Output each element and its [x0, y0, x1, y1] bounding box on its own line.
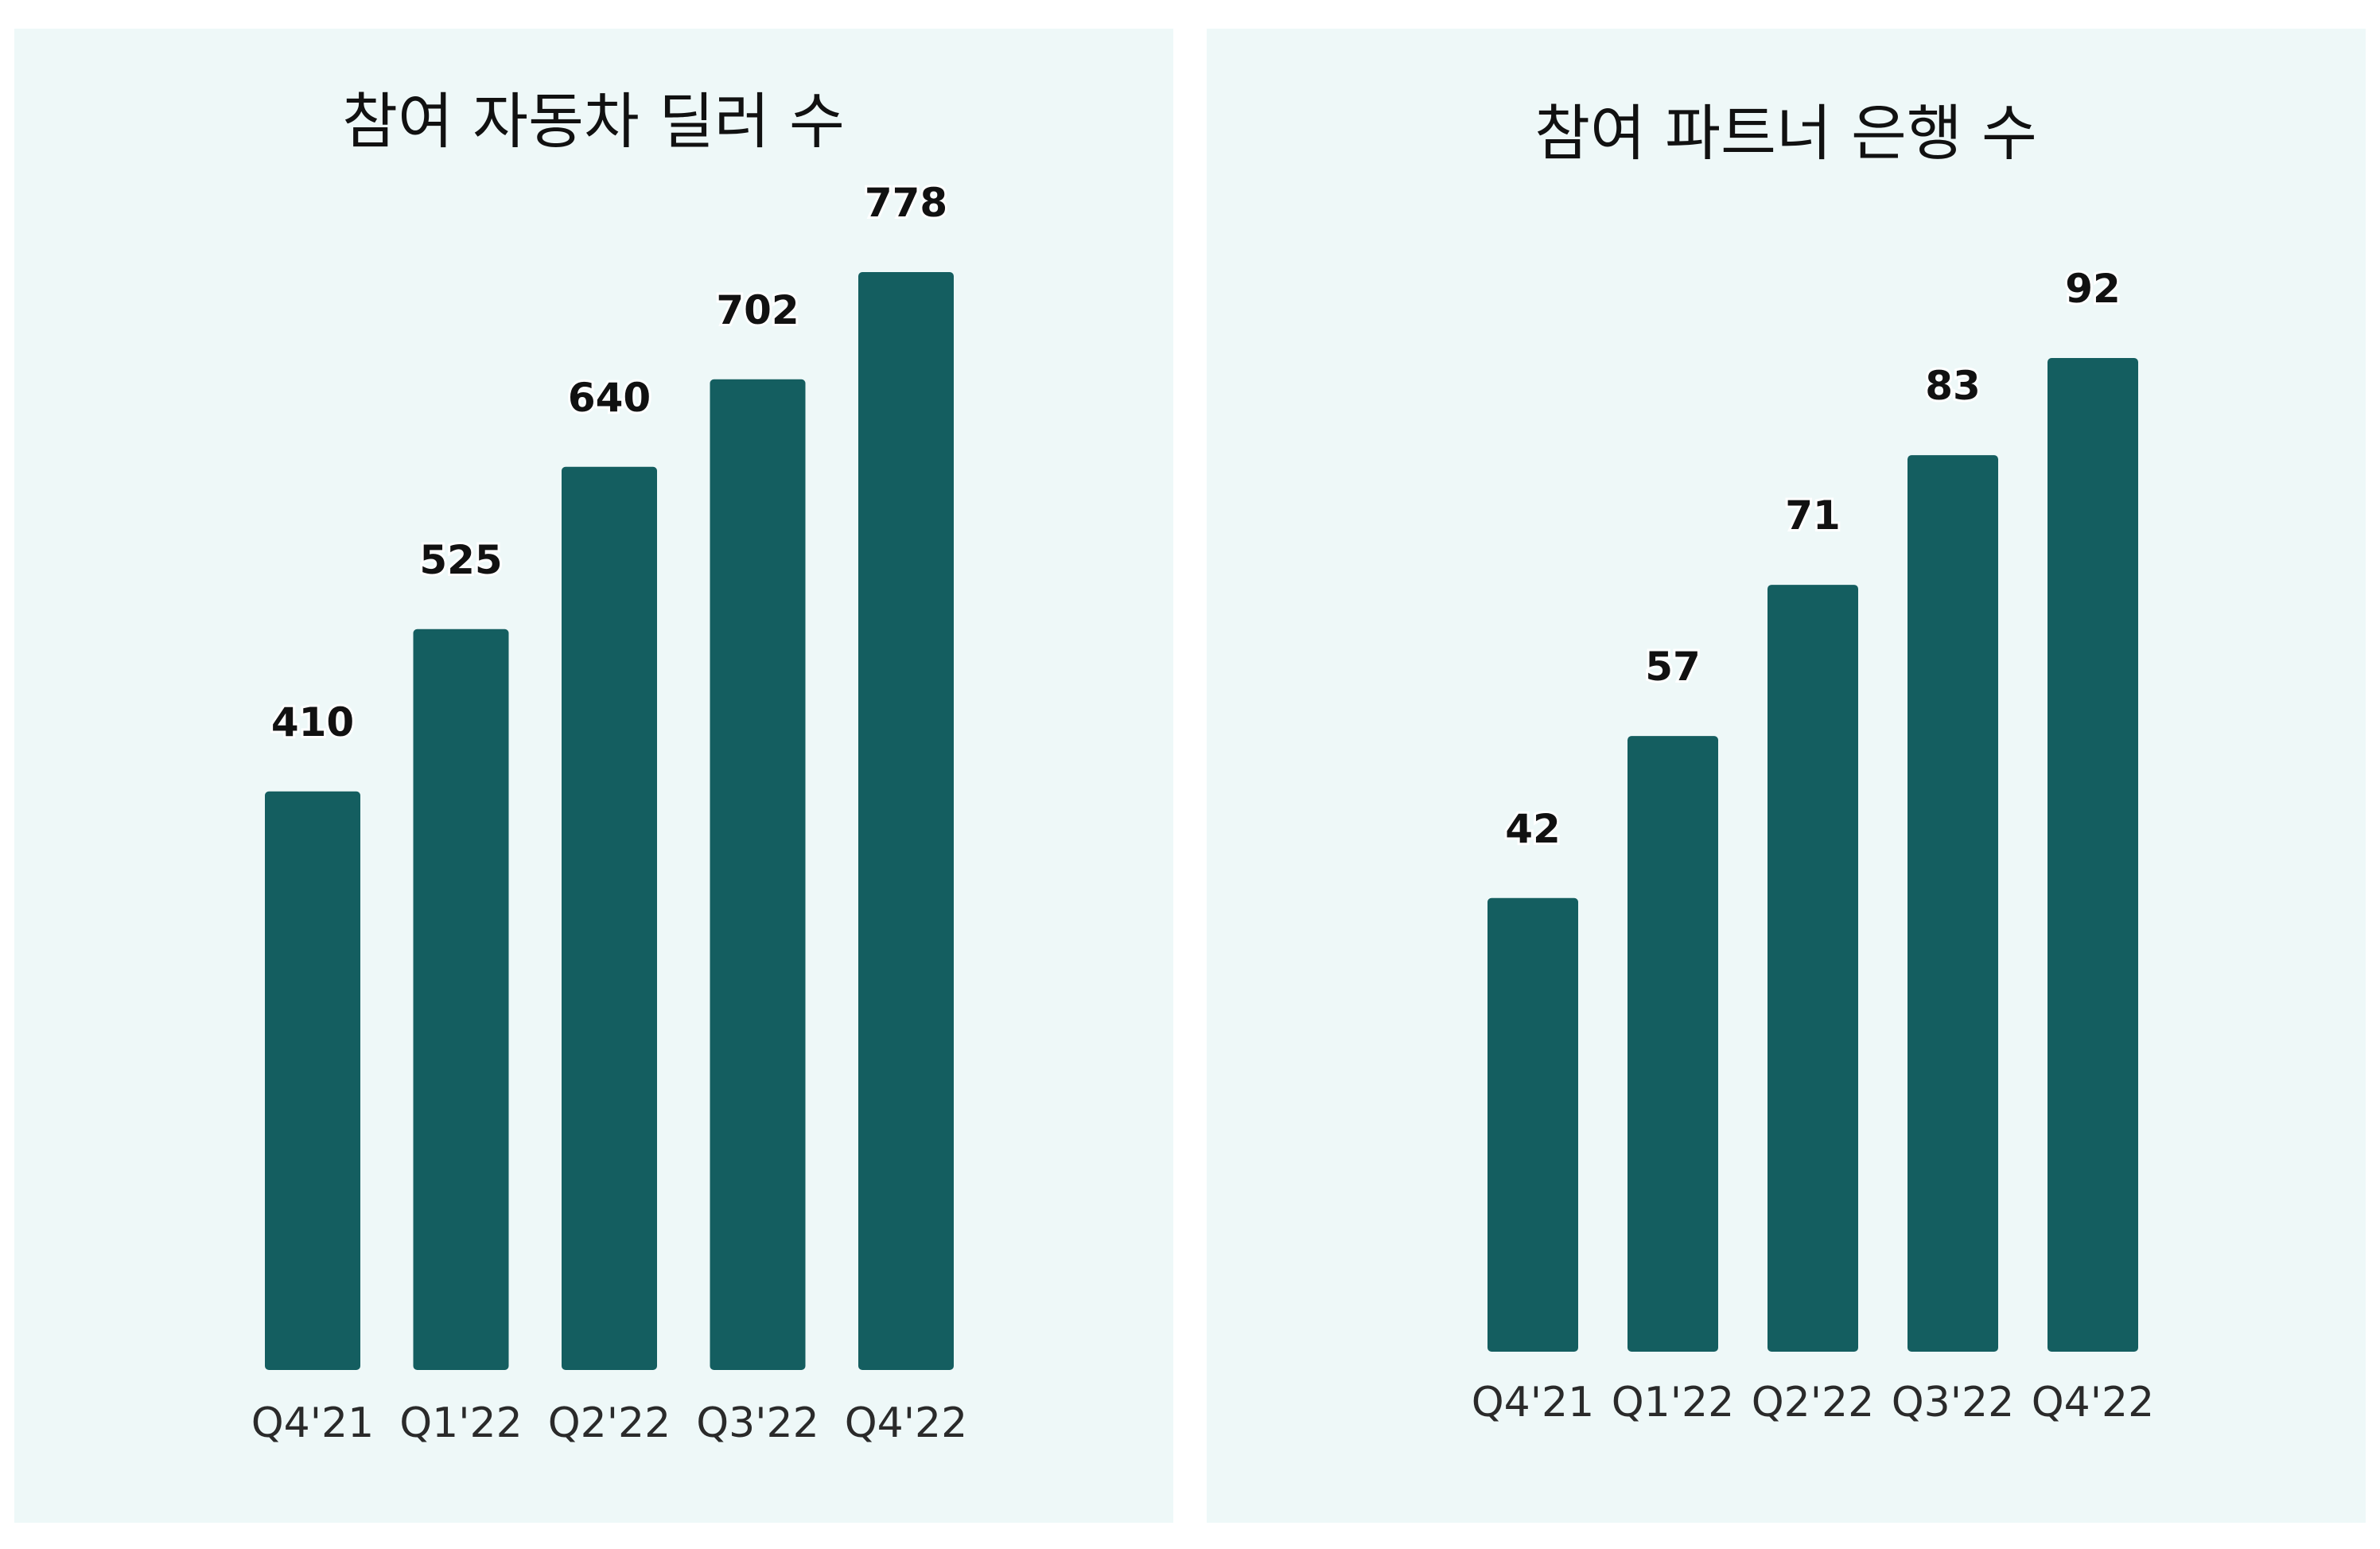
x-tick-label: Q3'22: [1892, 1379, 2014, 1426]
bank-chart-panel: 참여 파트너 은행 수 42 57 71 83 92 Q4'21 Q1'22 Q2'22 Q3…: [1207, 29, 2366, 1523]
value-label: 71: [1785, 492, 1841, 539]
x-tick-label: Q3'22: [696, 1399, 819, 1447]
x-tick-label: Q4'22: [2032, 1379, 2154, 1426]
x-tick-label: Q4'22: [845, 1399, 967, 1447]
chart-title: 참여 파트너 은행 수: [1534, 98, 2037, 169]
value-label: 92: [2065, 266, 2121, 312]
dealer-bar-chart: 참여 자동차 딜러 수 410 525 640 702 778 Q4'21 Q1'22 Q2…: [251, 86, 967, 1447]
value-label-group: 42 57 71 83 92: [1503, 263, 2123, 854]
bar-group: [265, 272, 954, 1371]
x-tick-group: Q4'21 Q1'22 Q2'22 Q3'22 Q4'22: [1472, 1379, 2154, 1426]
bar-Q1'22: [1628, 736, 1718, 1352]
value-label: 640: [568, 375, 651, 421]
x-tick-group: Q4'21 Q1'22 Q2'22 Q3'22 Q4'22: [251, 1399, 967, 1447]
bar-Q3'22: [710, 379, 806, 1371]
value-label: 525: [419, 537, 502, 583]
bar-Q2'22: [1768, 585, 1858, 1352]
chart-title: 참여 자동차 딜러 수: [342, 86, 845, 157]
bar-Q2'22: [562, 466, 657, 1370]
bank-bar-chart: 참여 파트너 은행 수 42 57 71 83 92 Q4'21 Q1'22 Q2'22 Q3…: [1472, 98, 2154, 1426]
x-tick-label: Q4'21: [1472, 1379, 1594, 1426]
x-tick-label: Q4'21: [251, 1399, 374, 1447]
bar-Q4'21: [265, 791, 360, 1370]
bar-Q1'22: [413, 629, 509, 1370]
bar-Q4'22: [2048, 358, 2138, 1352]
bar-Q4'22: [858, 272, 954, 1370]
value-label-group: 410 525 640 702 778: [269, 177, 950, 748]
x-tick-label: Q2'22: [548, 1399, 671, 1447]
bar-group: [1488, 358, 2138, 1352]
value-label: 57: [1645, 644, 1701, 690]
x-tick-label: Q1'22: [1612, 1379, 1734, 1426]
value-label: 410: [271, 699, 354, 745]
bar-Q4'21: [1488, 897, 1578, 1352]
x-tick-label: Q2'22: [1752, 1379, 1874, 1426]
x-tick-label: Q1'22: [399, 1399, 522, 1447]
value-label: 83: [1925, 363, 1981, 409]
value-label: 702: [716, 287, 799, 333]
bar-Q3'22: [1908, 455, 1998, 1352]
value-label: 42: [1505, 806, 1561, 852]
value-label: 778: [865, 180, 947, 226]
dealer-chart-panel: 참여 자동차 딜러 수 410 525 640 702 778 Q4'21 Q1'22 Q2…: [14, 29, 1173, 1523]
